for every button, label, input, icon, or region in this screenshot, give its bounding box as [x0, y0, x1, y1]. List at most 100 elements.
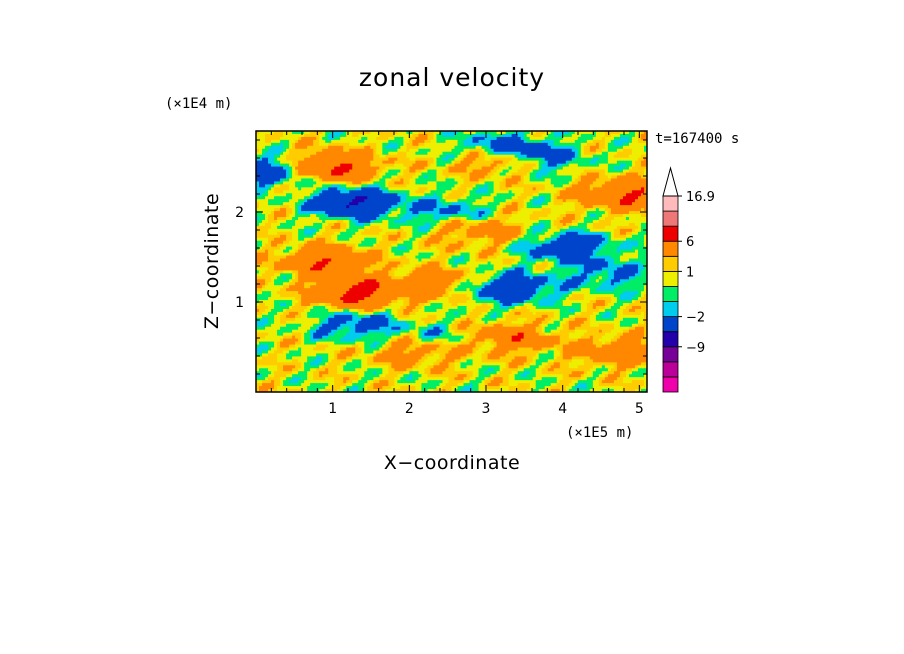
field-cell [295, 205, 299, 209]
field-cell [451, 169, 456, 174]
field-cell [433, 131, 438, 135]
field-cell [421, 199, 426, 203]
field-cell [559, 169, 564, 174]
field-cell [517, 217, 522, 221]
field-cell [415, 187, 420, 191]
field-cell [370, 217, 374, 221]
field-cell [439, 169, 444, 174]
field-cell [430, 151, 435, 156]
field-cell [544, 202, 549, 206]
field-cell [271, 193, 275, 197]
field-cell [421, 133, 426, 138]
field-cell [376, 193, 380, 197]
field-cell [448, 145, 453, 150]
field-cell [643, 217, 647, 221]
field-cell [514, 145, 519, 150]
field-cell [475, 136, 480, 141]
field-cell [490, 163, 495, 168]
field-cell [409, 166, 413, 171]
field-cell [466, 145, 471, 150]
field-cell [490, 211, 495, 215]
field-cell [391, 214, 395, 218]
field-cell [334, 199, 338, 203]
field-cell [619, 172, 624, 177]
field-cell [391, 178, 395, 183]
field-cell [613, 214, 618, 218]
field-cell [331, 142, 335, 147]
field-cell [295, 169, 299, 174]
field-cell [256, 217, 260, 221]
field-cell [550, 205, 555, 209]
field-cell [532, 214, 537, 218]
field-cell [628, 199, 633, 203]
field-cell [307, 184, 311, 188]
field-cell [565, 139, 570, 144]
field-cell [322, 139, 326, 144]
field-cell [541, 202, 546, 206]
field-cell [547, 157, 552, 162]
field-cell [292, 169, 296, 174]
field-cell [430, 136, 435, 141]
field-cell [628, 175, 633, 180]
field-cell [391, 199, 395, 203]
field-cell [550, 163, 555, 168]
field-cell [292, 219, 296, 224]
field-cell [385, 157, 389, 162]
field-cell [460, 151, 465, 156]
field-cell [568, 160, 573, 165]
field-cell [370, 133, 374, 138]
field-cell [340, 175, 344, 180]
field-cell [538, 139, 543, 144]
field-cell [538, 205, 543, 209]
field-cell [361, 181, 365, 185]
field-cell [487, 211, 492, 215]
field-cell [403, 193, 407, 197]
field-cell [448, 151, 453, 156]
field-cell [556, 142, 561, 147]
field-cell [502, 131, 507, 135]
field-cell [532, 172, 537, 177]
field-cell [361, 211, 365, 215]
field-cell [286, 133, 290, 138]
field-cell [526, 160, 531, 165]
field-cell [352, 205, 356, 209]
field-cell [289, 145, 293, 150]
field-cell [544, 205, 549, 209]
field-cell [565, 145, 570, 150]
field-cell [466, 154, 471, 159]
field-cell [631, 136, 636, 141]
field-cell [499, 136, 504, 141]
field-cell [601, 166, 606, 171]
field-cell [583, 199, 588, 203]
field-cell [502, 136, 507, 141]
field-cell [295, 214, 299, 218]
field-cell [586, 217, 591, 221]
field-cell [568, 139, 573, 144]
field-cell [457, 154, 462, 159]
field-cell [562, 175, 567, 180]
field-cell [361, 199, 365, 203]
field-cell [304, 190, 308, 194]
field-cell [439, 193, 444, 197]
field-cell [568, 190, 573, 194]
field-cell [358, 133, 362, 138]
field-cell [514, 208, 519, 212]
field-cell [454, 148, 459, 153]
field-cell [490, 196, 495, 200]
field-cell [343, 131, 347, 135]
field-cell [415, 175, 420, 180]
field-cell [355, 178, 359, 183]
field-cell [547, 199, 552, 203]
field-cell [436, 145, 441, 150]
field-cell [463, 151, 468, 156]
field-cell [373, 190, 377, 194]
field-cell [373, 139, 377, 144]
field-cell [457, 202, 462, 206]
field-cell [454, 166, 459, 171]
field-cell [322, 157, 326, 162]
field-cell [346, 148, 350, 153]
field-cell [583, 157, 588, 162]
field-cell [478, 148, 483, 153]
field-cell [439, 217, 444, 221]
field-cell [313, 205, 317, 209]
